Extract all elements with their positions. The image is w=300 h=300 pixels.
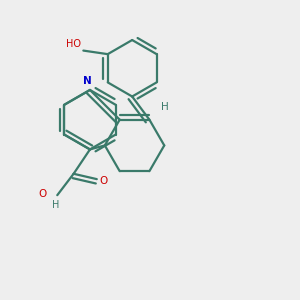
Text: HO: HO <box>66 39 81 49</box>
Text: H: H <box>52 200 59 210</box>
Text: O: O <box>39 189 47 199</box>
Text: O: O <box>99 176 107 186</box>
Text: H: H <box>161 102 169 112</box>
Text: N: N <box>83 76 92 86</box>
